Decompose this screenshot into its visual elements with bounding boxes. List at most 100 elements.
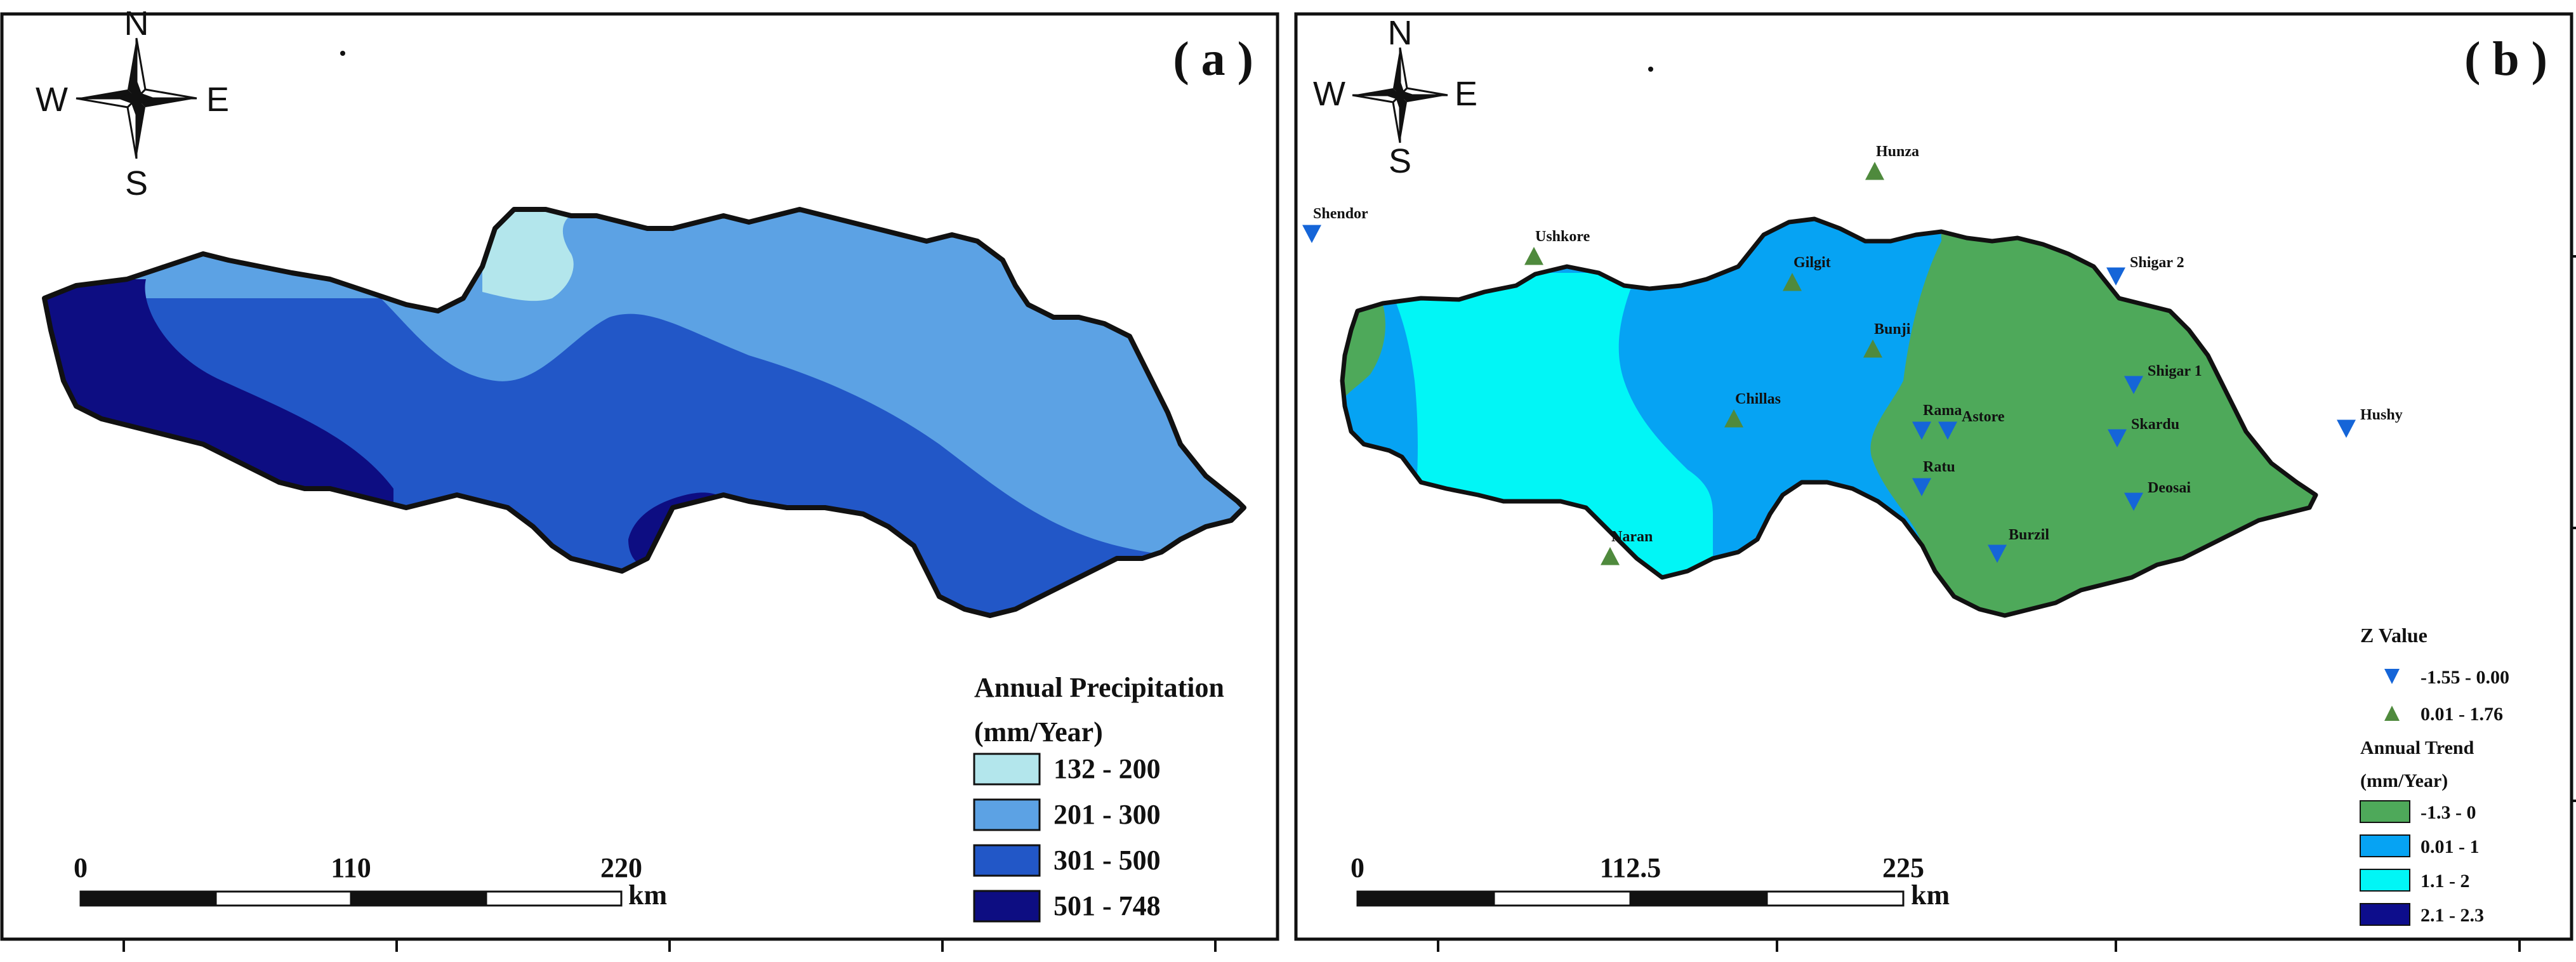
triangle-down-icon — [2337, 419, 2356, 438]
panel-a-axis-ticks — [122, 939, 1217, 952]
station-marker: Bunji — [1863, 321, 1911, 358]
legend-label: 501 - 748 — [1054, 890, 1161, 921]
z-value-title: Z Value — [2360, 624, 2427, 647]
precipitation-map-svg: N S E W ( a ) Annual Precipitation (mm/Y… — [0, 4, 1279, 952]
scale-unit: km — [628, 880, 667, 911]
legend-label: 201 - 300 — [1054, 799, 1161, 830]
triangle-down-icon — [2124, 492, 2143, 511]
trend-legend-label: 1.1 - 2 — [2421, 871, 2470, 892]
station-label: Gilgit — [1793, 254, 1831, 271]
triangle-down-icon — [1988, 544, 2007, 563]
station-marker: Chillas — [1724, 391, 1781, 428]
station-label: Shigar 2 — [2130, 254, 2184, 271]
z-legend-marker — [2384, 669, 2400, 684]
station-label: Hushy — [2360, 407, 2403, 423]
trend-map-svg: N S E W ( b ) Hunza Shendor Ushkore Gilgit S… — [1294, 12, 2576, 952]
zone-132-200 — [482, 209, 609, 301]
station-marker: Hushy — [2337, 407, 2403, 438]
compass-n: N — [124, 4, 149, 43]
station-marker: Ratu — [1912, 459, 1955, 496]
scale-tick-0: 0 — [74, 852, 88, 883]
triangle-down-icon — [1912, 478, 1931, 496]
triangle-down-icon — [2124, 376, 2143, 394]
legend-unit: (mm/Year) — [974, 716, 1103, 748]
compass-w: W — [36, 81, 68, 119]
legend-swatch — [973, 753, 1041, 786]
triangle-down-icon — [1938, 421, 1957, 440]
station-marker: Hunza — [1865, 143, 1919, 180]
precip-legend: Annual Precipitation (mm/Year) 132 - 200… — [973, 672, 1224, 923]
station-label: Ushkore — [1535, 228, 1590, 245]
legend-label: 301 - 500 — [1054, 845, 1161, 876]
triangle-down-icon — [1912, 421, 1931, 440]
station-marker: Astore — [1938, 409, 2005, 440]
map-dot — [1648, 67, 1653, 72]
legend-swatch — [973, 798, 1041, 831]
panel-a-frame — [0, 12, 1279, 941]
station-label: Bunji — [1874, 321, 1911, 338]
trend-legend-label: 0.01 - 1 — [2421, 836, 2480, 857]
trend-map-panel: N S E W ( b ) Hunza Shendor Ushkore Gilgit S… — [1294, 0, 2576, 962]
legend-title: Annual Precipitation — [974, 672, 1224, 703]
triangle-down-icon — [2108, 429, 2127, 447]
station-label: Hunza — [1876, 143, 1919, 160]
map-dot — [340, 51, 345, 56]
station-label: Naran — [1611, 529, 1653, 545]
triangle-up-icon — [1863, 339, 1882, 358]
compass-n: N — [1388, 14, 1413, 52]
triangle-up-icon — [1601, 547, 1620, 565]
triangle-up-icon — [1724, 409, 1743, 428]
station-marker: Skardu — [2108, 416, 2179, 447]
station-marker: Gilgit — [1783, 254, 1831, 291]
station-marker: Rama — [1912, 402, 1962, 440]
trend-legend-label: -1.3 - 0 — [2421, 802, 2476, 823]
station-marker: Shigar 1 — [2124, 363, 2202, 394]
station-marker: Naran — [1601, 529, 1653, 565]
station-label: Ratu — [1923, 459, 1955, 475]
trend-legend-swatch — [2360, 869, 2410, 892]
basin-outline — [1340, 216, 2318, 618]
station-label: Deosai — [2148, 480, 2191, 496]
trend-legend-swatch — [2360, 834, 2410, 857]
station-marker: Burzil — [1988, 527, 2049, 563]
compass-s: S — [1389, 142, 1411, 180]
compass-s: S — [125, 164, 148, 202]
compass-w: W — [1313, 75, 1345, 113]
panel-label: ( a ) — [1173, 32, 1253, 86]
station-label: Chillas — [1735, 391, 1781, 407]
station-marker: Shigar 2 — [2106, 254, 2184, 286]
scale-tick-2: 225 — [1882, 852, 1924, 883]
panel-b-frame — [1294, 12, 2573, 941]
station-label: Burzil — [2009, 527, 2049, 543]
station-label: Rama — [1923, 402, 1962, 419]
station-label: Shendor — [1313, 206, 1368, 222]
basin-outline — [42, 207, 1246, 618]
legend-label: 132 - 200 — [1054, 753, 1161, 784]
compass-e: E — [1455, 75, 1477, 113]
trend-title: Annual Trend — [2360, 737, 2474, 758]
station-markers: Hunza Shendor Ushkore Gilgit Shigar 2 Bunji Sh… — [1302, 143, 2403, 565]
triangle-up-icon — [1865, 162, 1884, 180]
station-label: Shigar 1 — [2148, 363, 2202, 379]
triangle-up-icon — [1524, 247, 1543, 265]
scale-bar: 0 110 220 km — [74, 852, 667, 911]
scale-bar: 0 112.5 225 km — [1351, 852, 1950, 911]
legend-swatch — [973, 890, 1041, 923]
scale-tick-2: 220 — [600, 852, 642, 883]
panel-b-axis-ticks — [1437, 255, 2576, 952]
trend-legend-swatch — [2360, 903, 2410, 926]
scale-tick-1: 112.5 — [1600, 852, 1661, 883]
trend-unit: (mm/Year) — [2360, 770, 2448, 791]
station-marker: Shendor — [1302, 206, 1368, 243]
triangle-up-icon — [1783, 273, 1802, 291]
triangle-down-icon — [1302, 225, 1321, 243]
zone-201-300 — [44, 209, 1244, 561]
compass-e: E — [206, 81, 229, 119]
station-marker: Ushkore — [1524, 228, 1590, 265]
compass-rose-icon: N S E W — [1313, 14, 1477, 180]
trend-legend-label: 2.1 - 2.3 — [2421, 905, 2484, 926]
station-marker: Deosai — [2124, 480, 2191, 511]
scale-tick-1: 110 — [331, 852, 371, 883]
compass-rose-icon: N S E W — [36, 4, 229, 202]
panel-label: ( b ) — [2464, 32, 2547, 86]
